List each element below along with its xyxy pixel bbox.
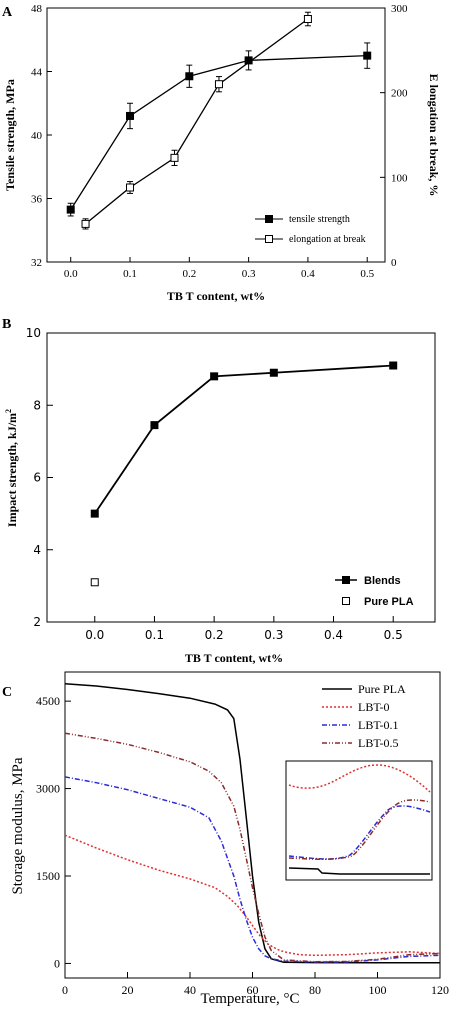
x-tick-label: 0.2 (205, 628, 224, 642)
y-tick-label: 32 (31, 257, 42, 269)
panel-b-letter: B (2, 317, 11, 332)
data-point-blends (389, 361, 398, 370)
data-point-elongation-at-break (126, 183, 135, 192)
data-point-elongation-at-break (214, 80, 223, 89)
data-point-tensile-strength (363, 51, 372, 60)
panel-a-legend: tensile strength elongation at break (255, 214, 366, 245)
inset-curve-lbt-0-5 (288, 799, 431, 860)
x-tick-label: 100 (369, 983, 387, 997)
series-line-pure-pla (64, 682, 441, 964)
x-tick-label: 0.3 (242, 268, 256, 280)
legend-label-lbt-0-5: LBT-0.5 (358, 736, 399, 750)
panel-c-inset (285, 760, 433, 881)
series-line-lbt-0-1 (64, 776, 441, 963)
y-tick-label: 3000 (36, 782, 60, 796)
data-point-tensile-strength (126, 111, 135, 120)
inset-curve-lbt-0 (288, 764, 431, 793)
panel-b-x-label: TB T content, wt% (185, 651, 283, 665)
y-tick-label: 4500 (36, 694, 60, 708)
panel-a: A 0.0 0.1 0.2 0.3 0.4 0.5 32 36 40 44 48 0 100 200 3… (2, 3, 441, 303)
data-point-tensile-strength (66, 205, 75, 214)
panel-c-letter: C (2, 685, 12, 700)
x-tick-label: 0.3 (264, 628, 283, 642)
panel-b-y-label: Impact strength, kJ/m2 (4, 409, 19, 527)
inset-curve-lbt-0-1 (288, 805, 431, 860)
legend-marker-elongation-at-break (265, 235, 273, 243)
series-line-elongation-at-break (85, 18, 309, 225)
legend-label-pure-pla-c: Pure PLA (358, 682, 406, 696)
data-point-elongation-at-break (303, 15, 312, 24)
data-point-blends (150, 421, 159, 430)
x-tick-label: 0.0 (64, 268, 78, 280)
x-tick-label: 0.1 (123, 268, 137, 280)
legend-marker-tensile-strength (265, 215, 273, 223)
data-point-elongation-at-break (170, 153, 179, 162)
x-tick-label: 60 (247, 983, 259, 997)
x-tick-label: 0.4 (324, 628, 343, 642)
x-tick-label: 0.0 (85, 628, 104, 642)
legend-label-lbt-0: LBT-0 (358, 700, 390, 714)
y-tick-label: 6 (33, 471, 41, 485)
panel-a-y-label: Tensile strength, MPa (3, 79, 17, 191)
y-tick-label: 40 (31, 130, 43, 142)
x-tick-label: 0 (62, 983, 68, 997)
y-tick-label: 48 (31, 3, 43, 15)
panel-c-x-label: Temperature, °C (200, 991, 299, 1007)
y-tick-label: 2 (33, 615, 41, 629)
inset-curve-pure-pla (288, 867, 430, 875)
panel-a-y2-label: E longation at break, % (427, 74, 441, 197)
y-tick-label: 10 (26, 326, 41, 340)
inset-frame (285, 760, 433, 881)
y2-tick-label: 200 (391, 88, 408, 100)
y-tick-label: 36 (31, 194, 43, 206)
panel-a-x-label: TB T content, wt% (167, 289, 265, 303)
legend-label-pure-pla: Pure PLA (364, 596, 414, 608)
legend-marker-blends (342, 576, 350, 584)
y2-tick-label: 0 (391, 257, 397, 269)
legend-label-tensile-strength: tensile strength (289, 214, 350, 225)
panel-c: C 0 20 40 60 80 100 120 0 1500 3000 4500 Temperat… (2, 671, 449, 1007)
x-tick-label: 40 (184, 983, 196, 997)
data-point-pure-pla (90, 578, 99, 587)
series-line-lbt-0 (64, 834, 441, 957)
x-tick-label: 0.4 (301, 268, 315, 280)
y2-tick-label: 300 (391, 3, 408, 15)
x-tick-label: 120 (431, 983, 449, 997)
legend-label-lbt-0-1: LBT-0.1 (358, 718, 399, 732)
series-line-blends (94, 364, 394, 515)
series-line-lbt-0-5 (64, 732, 441, 963)
y-tick-label: 1500 (36, 869, 60, 883)
x-tick-label: 0.5 (384, 628, 403, 642)
x-tick-label: 0.5 (360, 268, 374, 280)
y-tick-label: 8 (33, 398, 41, 412)
x-tick-label: 0.1 (145, 628, 164, 642)
y-tick-label: 4 (33, 543, 41, 557)
data-point-tensile-strength (185, 72, 194, 81)
legend-label-blends: Blends (364, 575, 401, 587)
y2-tick-label: 100 (391, 172, 408, 184)
data-point-blends (90, 509, 99, 518)
legend-label-elongation-at-break: elongation at break (289, 234, 366, 245)
panel-c-y-label: Storage modulus, MPa (10, 757, 26, 894)
data-point-blends (210, 372, 219, 381)
panel-c-legend: Pure PLA LBT-0 LBT-0.1 LBT-0.5 (322, 682, 406, 750)
x-tick-label: 0.2 (182, 268, 196, 280)
panel-b: B 0.0 0.1 0.2 0.3 0.4 0.5 2 4 6 8 10 TB T content… (2, 317, 436, 665)
x-tick-label: 20 (122, 983, 134, 997)
panel-a-letter: A (2, 5, 13, 20)
y-tick-label: 0 (54, 956, 60, 970)
y-tick-label: 44 (31, 67, 43, 79)
x-tick-label: 80 (309, 983, 321, 997)
data-point-blends (269, 368, 278, 377)
data-point-elongation-at-break (81, 219, 90, 228)
panel-b-legend: Blends Pure PLA (335, 575, 414, 608)
legend-marker-pure-pla (342, 597, 350, 605)
